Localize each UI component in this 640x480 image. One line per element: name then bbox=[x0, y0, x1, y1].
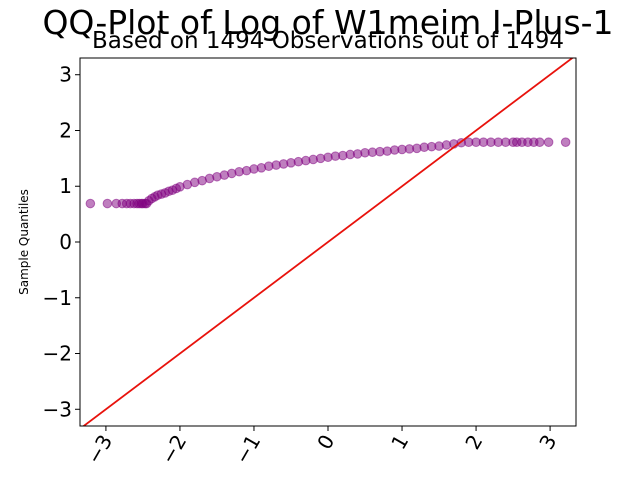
data-point bbox=[102, 198, 113, 209]
reference-line bbox=[82, 58, 574, 426]
x-tick-label: −1 bbox=[230, 431, 266, 469]
y-tick-label: 1 bbox=[59, 174, 72, 198]
y-tick-label: −2 bbox=[43, 342, 72, 366]
y-axis: −3 −2 −1 0 1 2 3 bbox=[43, 63, 80, 421]
y-tick-label: −1 bbox=[43, 286, 72, 310]
x-tick-label: −3 bbox=[82, 431, 118, 469]
x-tick-label: 2 bbox=[460, 431, 487, 454]
data-point bbox=[560, 137, 571, 147]
data-point bbox=[543, 137, 554, 147]
x-axis: −3 −2 −1 0 1 2 3 bbox=[82, 426, 561, 469]
y-tick-label: 3 bbox=[59, 63, 72, 87]
data-point bbox=[85, 198, 96, 209]
y-tick-label: 2 bbox=[59, 118, 72, 142]
sample-points bbox=[85, 137, 571, 209]
x-tick-label: −2 bbox=[156, 431, 192, 469]
x-tick-label: 0 bbox=[312, 431, 339, 454]
chart-subtitle: Based on 1494 Observations out of 1494 bbox=[91, 28, 565, 54]
x-tick-label: 3 bbox=[534, 431, 561, 454]
y-tick-label: 0 bbox=[59, 230, 72, 254]
chart-title: QQ-Plot of Log of W1meim I-Plus-1 bbox=[42, 3, 614, 42]
y-axis-label: Sample Quantiles bbox=[17, 189, 31, 295]
y-tick-label: −3 bbox=[43, 397, 72, 421]
x-tick-label: 1 bbox=[386, 431, 413, 454]
data-point bbox=[534, 137, 545, 147]
